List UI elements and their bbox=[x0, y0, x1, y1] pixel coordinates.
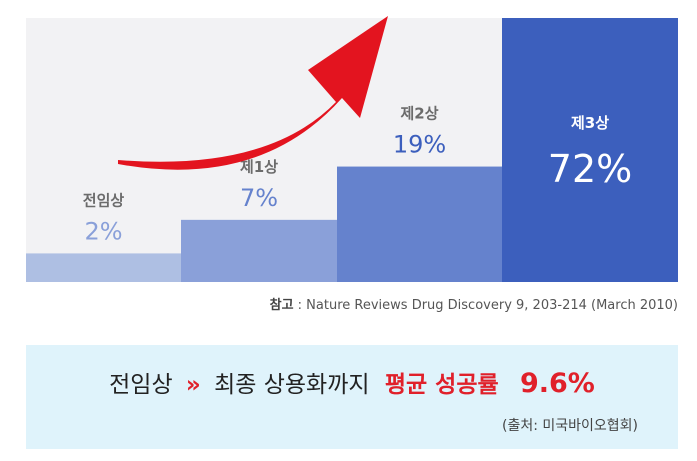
value-label-2: 7% bbox=[240, 184, 278, 212]
category-label-3: 제2상 bbox=[400, 105, 438, 123]
trend-arrow-icon bbox=[118, 16, 388, 170]
summary-from: 전임상 bbox=[109, 372, 173, 398]
summary-to: 최종 상용화까지 bbox=[214, 372, 370, 398]
double-arrow-icon: » bbox=[185, 372, 201, 398]
value-label-4: 72% bbox=[548, 147, 632, 191]
reference-note: 참고 : Nature Reviews Drug Discovery 9, 20… bbox=[270, 294, 678, 313]
category-label-1: 전임상 bbox=[83, 191, 125, 209]
category-label-2: 제1상 bbox=[240, 158, 278, 176]
bar-4 bbox=[502, 18, 678, 282]
summary-value: 9.6% bbox=[519, 368, 595, 399]
summary-line: 전임상 » 최종 상용화까지 평균 성공률 9.6% bbox=[26, 365, 678, 399]
reference-label: 참고 bbox=[269, 298, 294, 313]
summary-highlight: 평균 성공률 bbox=[384, 372, 499, 398]
bar-2 bbox=[181, 219, 337, 282]
summary-box: 전임상 » 최종 상용화까지 평균 성공률 9.6% (출처: 미국바이오협회) bbox=[26, 345, 678, 449]
category-label-4: 제3상 bbox=[571, 114, 609, 132]
value-label-3: 19% bbox=[393, 131, 446, 159]
reference-text: : Nature Reviews Drug Discovery 9, 203-2… bbox=[297, 298, 678, 313]
value-label-1: 2% bbox=[84, 217, 122, 245]
bar-3 bbox=[337, 166, 502, 282]
bar-1 bbox=[26, 253, 181, 282]
source-note: (출처: 미국바이오협회) bbox=[501, 418, 638, 434]
